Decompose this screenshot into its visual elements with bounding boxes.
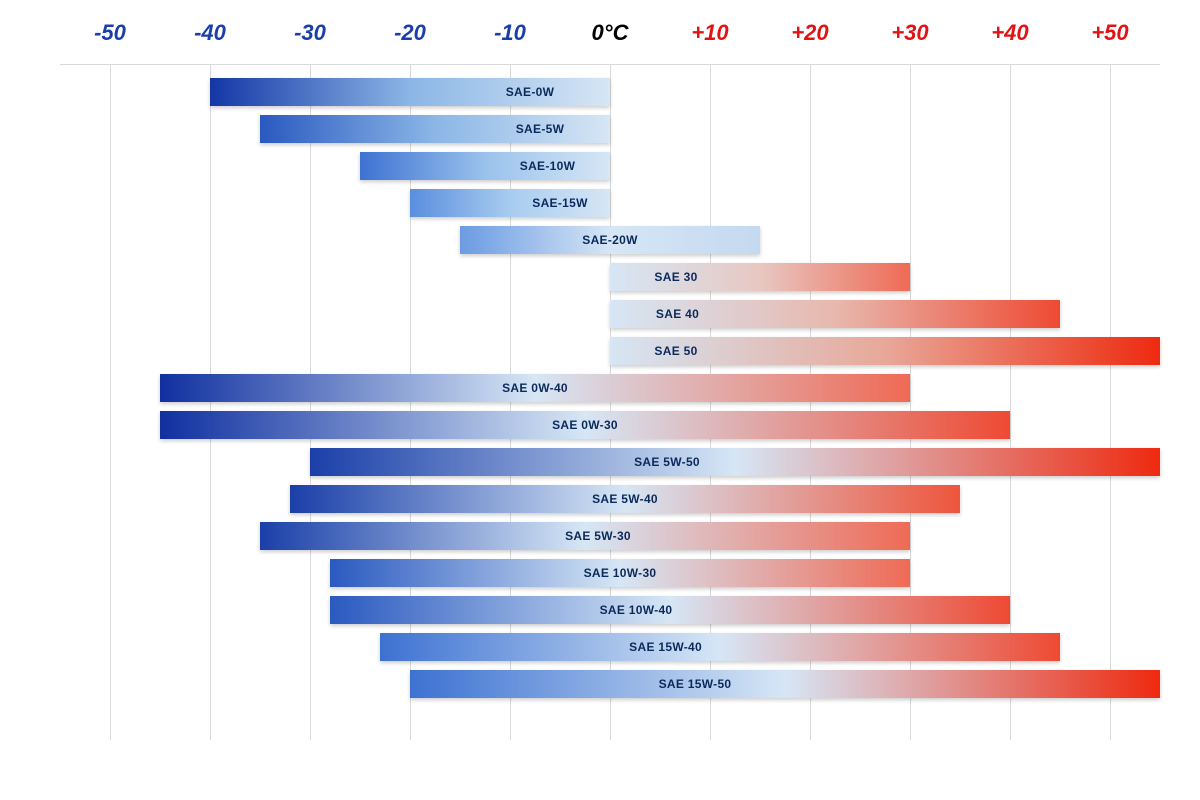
range-bar: SAE 15W-50 [410, 670, 1160, 698]
bar-label: SAE 15W-40 [629, 640, 702, 654]
range-bar: SAE-20W [460, 226, 760, 254]
range-bar: SAE-15W [410, 189, 610, 217]
range-bar: SAE-10W [360, 152, 610, 180]
range-bar: SAE 30 [610, 263, 910, 291]
axis-tick-label: -20 [394, 20, 426, 46]
bar-label: SAE 5W-30 [565, 529, 631, 543]
range-bar: SAE 0W-30 [160, 411, 1010, 439]
range-bar: SAE 5W-40 [290, 485, 960, 513]
axis-tick-label: -40 [194, 20, 226, 46]
bar-fill [310, 448, 1160, 476]
bar-label: SAE 5W-50 [634, 455, 700, 469]
axis-tick-label: +30 [891, 20, 928, 46]
axis-tick-label: -30 [294, 20, 326, 46]
bar-label: SAE 50 [654, 344, 697, 358]
range-bar: SAE 0W-40 [160, 374, 910, 402]
x-axis-labels: -50 -40 -30 -20 -10 0°C +10 +20 +30 +40 +50 [60, 20, 1160, 60]
axis-tick-label: +40 [991, 20, 1028, 46]
range-bar: SAE 15W-40 [380, 633, 1060, 661]
bar-fill [380, 633, 1060, 661]
bar-fill [410, 670, 1160, 698]
plot-area: SAE-0W SAE-5W SAE-10W SAE-15W SAE-20W SAE 30 S… [60, 70, 1160, 740]
range-bar: SAE-0W [210, 78, 610, 106]
axis-tick-label: +50 [1091, 20, 1128, 46]
bar-label: SAE 40 [656, 307, 699, 321]
bar-label: SAE 10W-40 [600, 603, 673, 617]
gridline [1110, 64, 1111, 740]
range-bar: SAE 50 [610, 337, 1160, 365]
axis-tick-label: +20 [791, 20, 828, 46]
axis-tick-label: -10 [494, 20, 526, 46]
range-bar: SAE 5W-30 [260, 522, 910, 550]
range-bar: SAE 40 [610, 300, 1060, 328]
sae-viscosity-chart: -50 -40 -30 -20 -10 0°C +10 +20 +30 +40 +50 SAE-0W… [0, 0, 1200, 800]
bar-label: SAE-10W [520, 159, 575, 173]
bar-label: SAE 5W-40 [592, 492, 658, 506]
bar-label: SAE 15W-50 [659, 677, 732, 691]
bar-label: SAE-0W [506, 85, 554, 99]
gridline [110, 64, 111, 740]
bar-label: SAE 0W-40 [502, 381, 568, 395]
bar-label: SAE 30 [654, 270, 697, 284]
bar-label: SAE-20W [582, 233, 637, 247]
axis-tick-label: -50 [94, 20, 126, 46]
gridline [310, 64, 311, 740]
range-bar: SAE 5W-50 [310, 448, 1160, 476]
gridline [210, 64, 211, 740]
axis-tick-label: 0°C [592, 20, 629, 46]
range-bar: SAE-5W [260, 115, 610, 143]
bar-label: SAE-15W [532, 196, 587, 210]
bar-label: SAE 0W-30 [552, 418, 618, 432]
bar-label: SAE-5W [516, 122, 564, 136]
range-bar: SAE 10W-40 [330, 596, 1010, 624]
bar-label: SAE 10W-30 [584, 566, 657, 580]
range-bar: SAE 10W-30 [330, 559, 910, 587]
axis-tick-label: +10 [691, 20, 728, 46]
